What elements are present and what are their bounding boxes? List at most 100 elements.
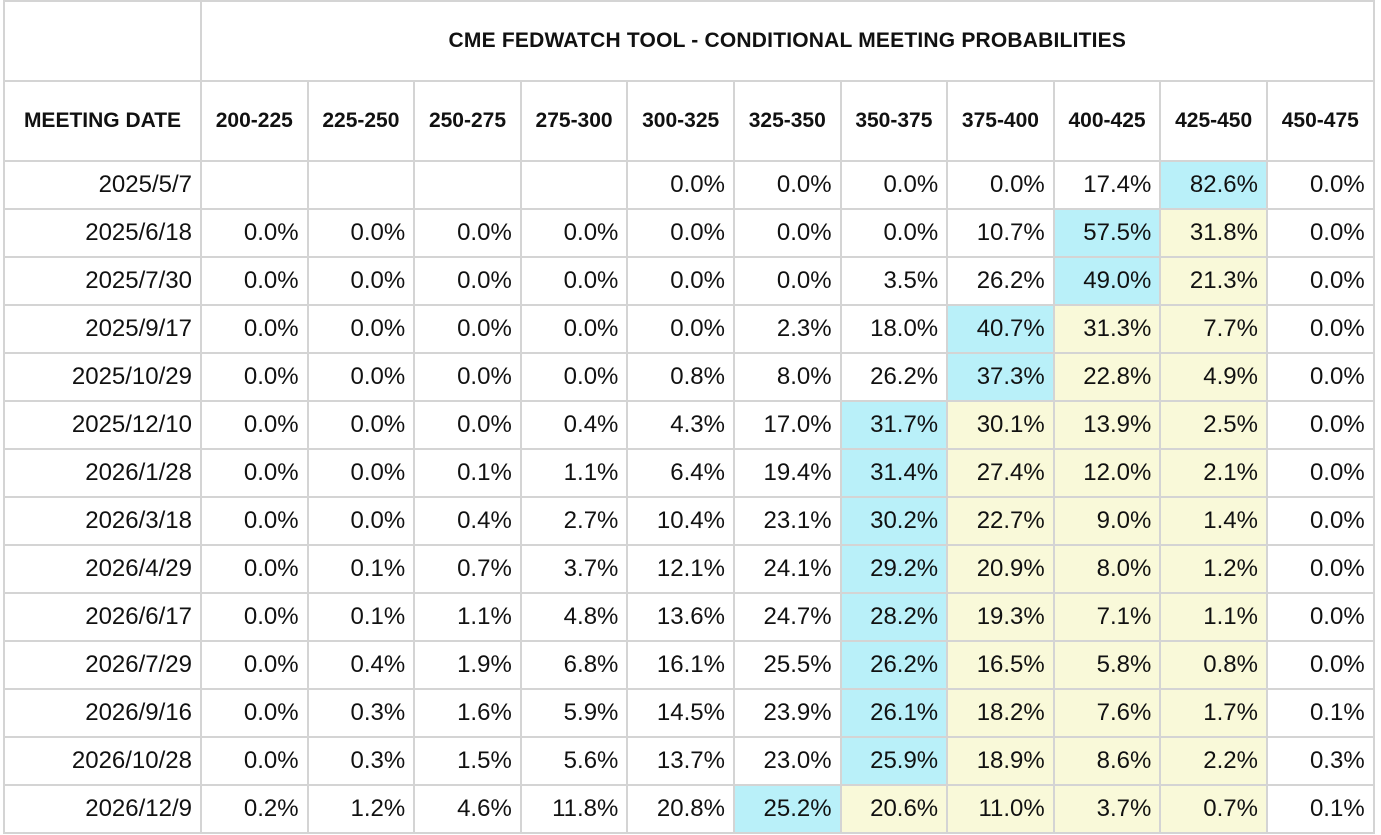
probability-cell: 49.0% <box>1052 256 1162 306</box>
probability-cell: 0.0% <box>413 400 522 450</box>
probability-cell: 16.1% <box>626 640 735 690</box>
table-row: 2026/1/28 0.0% 0.0% 0.1% 1.1% 6.4% 19.4% 31.4% 2… <box>3 448 1375 498</box>
table-row: 2026/9/16 0.0% 0.3% 1.6% 5.9% 14.5% 23.9% 26.1%… <box>3 688 1375 738</box>
probability-cell: 0.4% <box>519 400 629 450</box>
rate-range-header: 225-250 <box>306 80 416 162</box>
probability-cell: 12.1% <box>626 544 735 594</box>
probability-cell: 0.0% <box>200 400 309 450</box>
probability-cell: 5.9% <box>519 688 629 738</box>
probability-cell: 0.3% <box>1265 736 1375 786</box>
meeting-date-cell: 2026/10/28 <box>3 736 202 786</box>
probability-cell: 26.2% <box>946 256 1055 306</box>
table-row: 2025/10/29 0.0% 0.0% 0.0% 0.0% 0.8% 8.0% 26.2% 3… <box>3 352 1375 402</box>
probability-cell <box>519 160 629 210</box>
probability-cell: 0.0% <box>732 208 842 258</box>
probability-cell: 19.4% <box>732 448 842 498</box>
probability-cell: 13.7% <box>626 736 735 786</box>
probability-cell: 0.0% <box>946 160 1055 210</box>
probability-cell: 0.0% <box>200 640 309 690</box>
table-title: CME FEDWATCH TOOL - CONDITIONAL MEETING … <box>200 0 1375 82</box>
probability-cell: 22.8% <box>1052 352 1162 402</box>
probability-cell: 0.8% <box>1159 640 1268 690</box>
probability-cell <box>306 160 416 210</box>
probability-cell: 31.7% <box>839 400 949 450</box>
probability-cell: 0.0% <box>1265 400 1375 450</box>
probability-cell: 1.6% <box>413 688 522 738</box>
probability-cell: 0.0% <box>413 208 522 258</box>
rate-range-header: 300-325 <box>626 80 735 162</box>
probability-cell: 2.5% <box>1159 400 1268 450</box>
meeting-date-cell: 2025/7/30 <box>3 256 202 306</box>
probability-cell: 24.1% <box>732 544 842 594</box>
meeting-date-cell: 2026/12/9 <box>3 784 202 834</box>
meeting-date-cell: 2026/1/28 <box>3 448 202 498</box>
probability-cell: 19.3% <box>946 592 1055 642</box>
probability-cell: 31.4% <box>839 448 949 498</box>
probability-cell: 0.0% <box>306 256 416 306</box>
probability-cell: 40.7% <box>946 304 1055 354</box>
probability-cell: 3.7% <box>1052 784 1162 834</box>
probability-cell: 1.7% <box>1159 688 1268 738</box>
probability-cell: 0.4% <box>306 640 416 690</box>
probability-cell: 82.6% <box>1159 160 1268 210</box>
probability-cell: 10.4% <box>626 496 735 546</box>
probability-cell: 11.8% <box>519 784 629 834</box>
probability-cell: 2.2% <box>1159 736 1268 786</box>
table-row: 2025/6/18 0.0% 0.0% 0.0% 0.0% 0.0% 0.0% 0.0% 10.… <box>3 208 1375 258</box>
probability-cell: 7.6% <box>1052 688 1162 738</box>
rate-range-header: 400-425 <box>1052 80 1162 162</box>
probability-cell: 0.1% <box>413 448 522 498</box>
probability-cell: 31.3% <box>1052 304 1162 354</box>
probability-cell: 1.9% <box>413 640 522 690</box>
probability-cell: 27.4% <box>946 448 1055 498</box>
probability-cell: 3.5% <box>839 256 949 306</box>
rate-range-header: 275-300 <box>519 80 629 162</box>
probability-cell: 0.0% <box>306 352 416 402</box>
rate-range-header: 425-450 <box>1159 80 1268 162</box>
probability-cell: 0.0% <box>306 304 416 354</box>
probability-cell: 26.2% <box>839 640 949 690</box>
probability-cell: 8.6% <box>1052 736 1162 786</box>
meeting-date-cell: 2025/10/29 <box>3 352 202 402</box>
probability-cell <box>200 160 309 210</box>
probability-cell: 30.1% <box>946 400 1055 450</box>
meeting-date-cell: 2026/6/17 <box>3 592 202 642</box>
probability-cell: 25.5% <box>732 640 842 690</box>
probability-cell: 0.0% <box>1265 160 1375 210</box>
probability-table: CME FEDWATCH TOOL - CONDITIONAL MEETING … <box>3 0 1375 834</box>
table-row: 2025/9/17 0.0% 0.0% 0.0% 0.0% 0.0% 2.3% 18.0% 40… <box>3 304 1375 354</box>
probability-cell: 20.9% <box>946 544 1055 594</box>
probability-cell: 0.0% <box>306 448 416 498</box>
probability-cell: 26.2% <box>839 352 949 402</box>
probability-cell: 0.0% <box>626 208 735 258</box>
probability-cell: 4.8% <box>519 592 629 642</box>
probability-cell: 23.9% <box>732 688 842 738</box>
probability-cell: 29.2% <box>839 544 949 594</box>
table-row: 2025/7/30 0.0% 0.0% 0.0% 0.0% 0.0% 0.0% 3.5% 26.… <box>3 256 1375 306</box>
probability-cell: 0.0% <box>200 448 309 498</box>
meeting-date-cell: 2026/9/16 <box>3 688 202 738</box>
rate-range-header: 250-275 <box>413 80 522 162</box>
probability-cell: 0.0% <box>519 304 629 354</box>
probability-cell: 5.6% <box>519 736 629 786</box>
probability-cell: 0.0% <box>732 256 842 306</box>
probability-cell: 0.0% <box>200 208 309 258</box>
probability-cell: 0.0% <box>413 304 522 354</box>
table-row: 2026/3/18 0.0% 0.0% 0.4% 2.7% 10.4% 23.1% 30.2%… <box>3 496 1375 546</box>
probability-cell: 23.0% <box>732 736 842 786</box>
probability-cell: 30.2% <box>839 496 949 546</box>
probability-cell: 7.1% <box>1052 592 1162 642</box>
table-body: 2025/5/7 0.0% 0.0% 0.0% 0.0% 17.4% 82.6% 0.0% 20… <box>3 160 1375 834</box>
probability-cell: 5.8% <box>1052 640 1162 690</box>
probability-cell: 0.7% <box>1159 784 1268 834</box>
table-row: 2026/10/28 0.0% 0.3% 1.5% 5.6% 13.7% 23.0% 25.9… <box>3 736 1375 786</box>
probability-cell: 17.4% <box>1052 160 1162 210</box>
probability-cell: 1.2% <box>1159 544 1268 594</box>
probability-cell: 1.5% <box>413 736 522 786</box>
probability-cell: 0.0% <box>306 496 416 546</box>
meeting-date-cell: 2026/7/29 <box>3 640 202 690</box>
probability-cell: 13.6% <box>626 592 735 642</box>
rate-range-header: 325-350 <box>732 80 842 162</box>
probability-cell <box>413 160 522 210</box>
meeting-date-cell: 2025/9/17 <box>3 304 202 354</box>
